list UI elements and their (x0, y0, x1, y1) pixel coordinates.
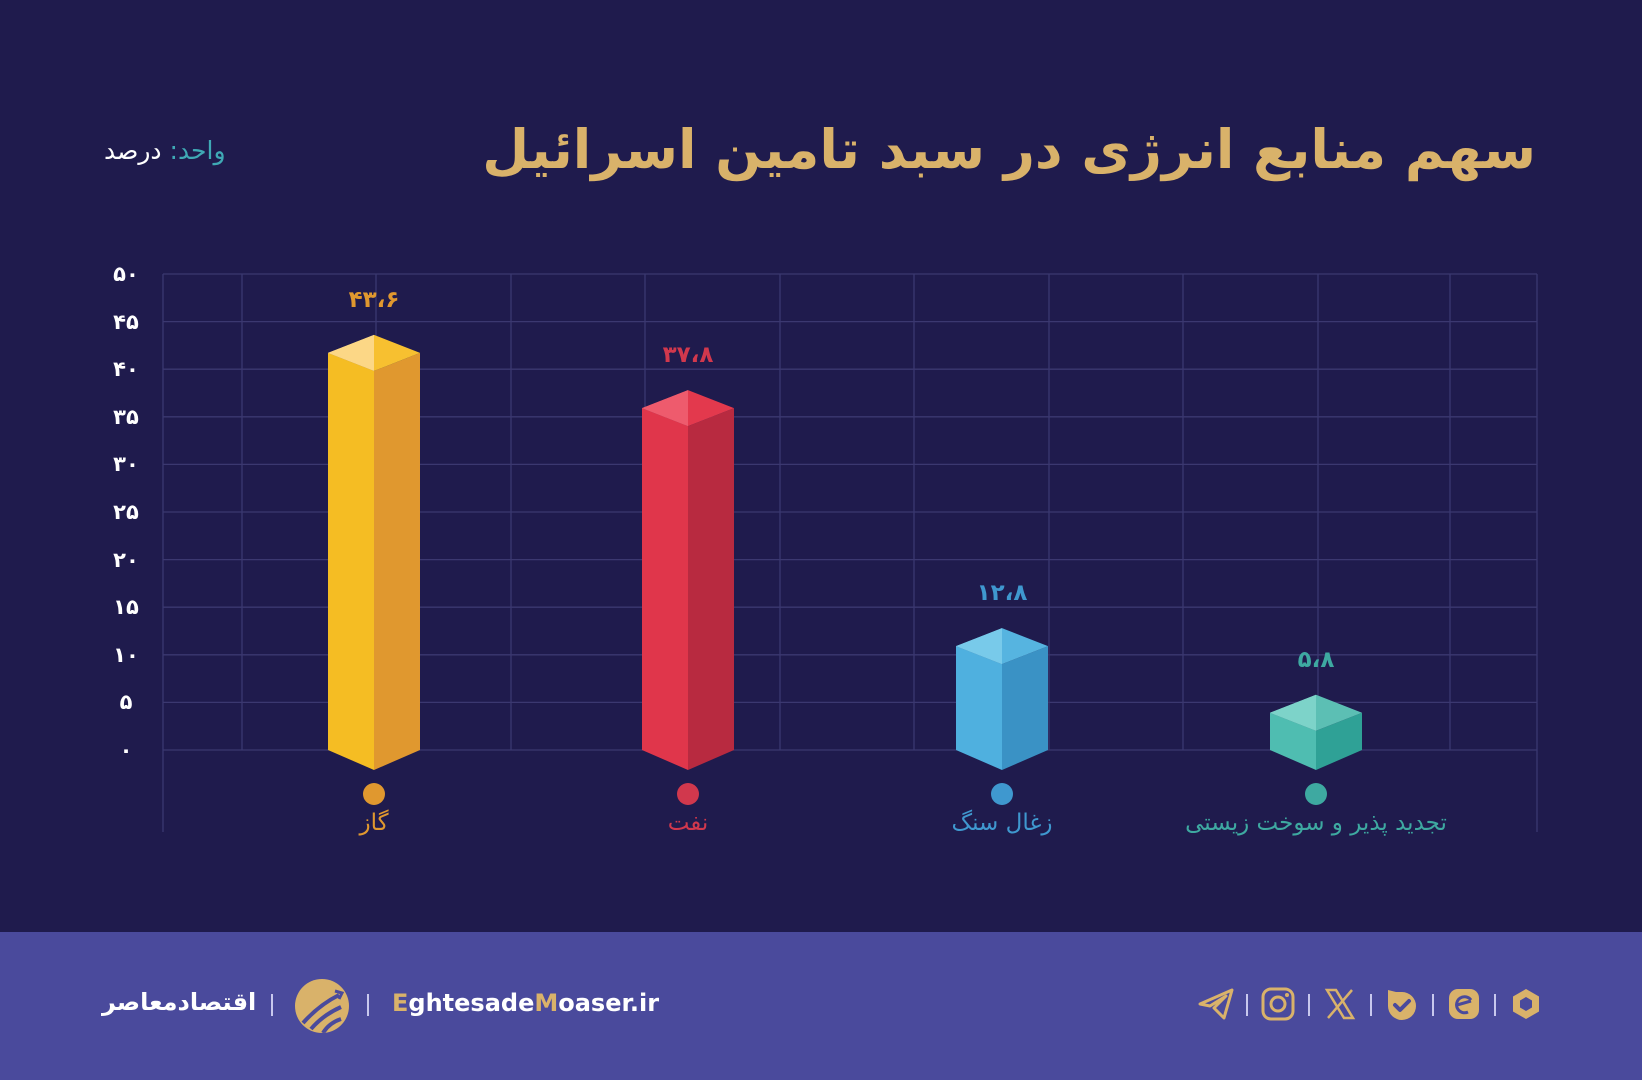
y-tick-label: ۲۰ (113, 547, 139, 572)
brand-url[interactable]: EghtesadeMoaser.ir (392, 989, 660, 1017)
category-dot (991, 783, 1013, 805)
y-tick-label: ۱۵ (113, 595, 139, 620)
telegram-icon[interactable] (1196, 984, 1236, 1024)
divider (271, 994, 273, 1016)
value-label: ۳۷،۸ (662, 342, 714, 369)
value-label: ۴۳،۶ (348, 286, 400, 313)
category-dot (677, 783, 699, 805)
divider (367, 994, 369, 1016)
bar (642, 390, 734, 770)
y-tick-label: ۳۵ (113, 404, 139, 429)
bar (1270, 694, 1362, 770)
category-label: زغال سنگ (951, 810, 1053, 836)
category-label: گاز (359, 810, 389, 836)
logo-mark-icon (301, 989, 345, 1033)
y-tick-label: ۴۵ (113, 309, 139, 334)
y-tick-label: ۲۵ (113, 500, 139, 524)
y-tick-label: ۳۰ (113, 452, 139, 477)
value-label: ۱۲،۸ (976, 580, 1028, 607)
divider (1494, 994, 1496, 1016)
bar (328, 334, 420, 770)
unit-value: درصد (104, 136, 170, 165)
category-label: نفت (667, 810, 709, 836)
y-tick-label: ۴۰ (113, 357, 139, 382)
divider (1432, 994, 1434, 1016)
unit-label: واحد: درصد (104, 136, 226, 165)
category-label: تجدید پذیر و سوخت زیستی (1185, 810, 1447, 836)
bale-icon[interactable] (1382, 984, 1422, 1024)
y-tick-label: ۵ (119, 690, 133, 715)
divider (1308, 994, 1310, 1016)
y-tick-label: ۰ (119, 738, 133, 762)
unit-key: واحد: (169, 136, 226, 165)
eitaa-icon[interactable] (1444, 984, 1484, 1024)
x-icon[interactable] (1320, 984, 1360, 1024)
category-dot (1305, 783, 1327, 805)
divider (1246, 994, 1248, 1016)
y-tick-label: ۱۰ (113, 642, 139, 667)
instagram-icon[interactable] (1258, 984, 1298, 1024)
logo (295, 979, 349, 1033)
chart-canvas (162, 273, 1538, 832)
divider (1370, 994, 1372, 1016)
y-tick-label: ۵۰ (113, 262, 139, 286)
footer (0, 932, 1642, 1080)
bar-chart: ۰ ۵ ۱۰ ۱۵ ۲۰ ۲۵ ۳۰ ۳۵ ۴۰ ۴۵ ۵۰ ۴۳،۶ گاز ۳۷،۸ نفت ۱۲،۸ ز… (113, 262, 1538, 836)
category-dot (363, 783, 385, 805)
brand-name-fa: اقتصادمعاصر (102, 988, 257, 1016)
bar (956, 628, 1048, 770)
value-label: ۵،۸ (1297, 646, 1335, 673)
page-title: سهم منابع انرژی در سبد تامین اسرائیل (482, 118, 1537, 181)
rubika-icon[interactable] (1506, 984, 1546, 1024)
